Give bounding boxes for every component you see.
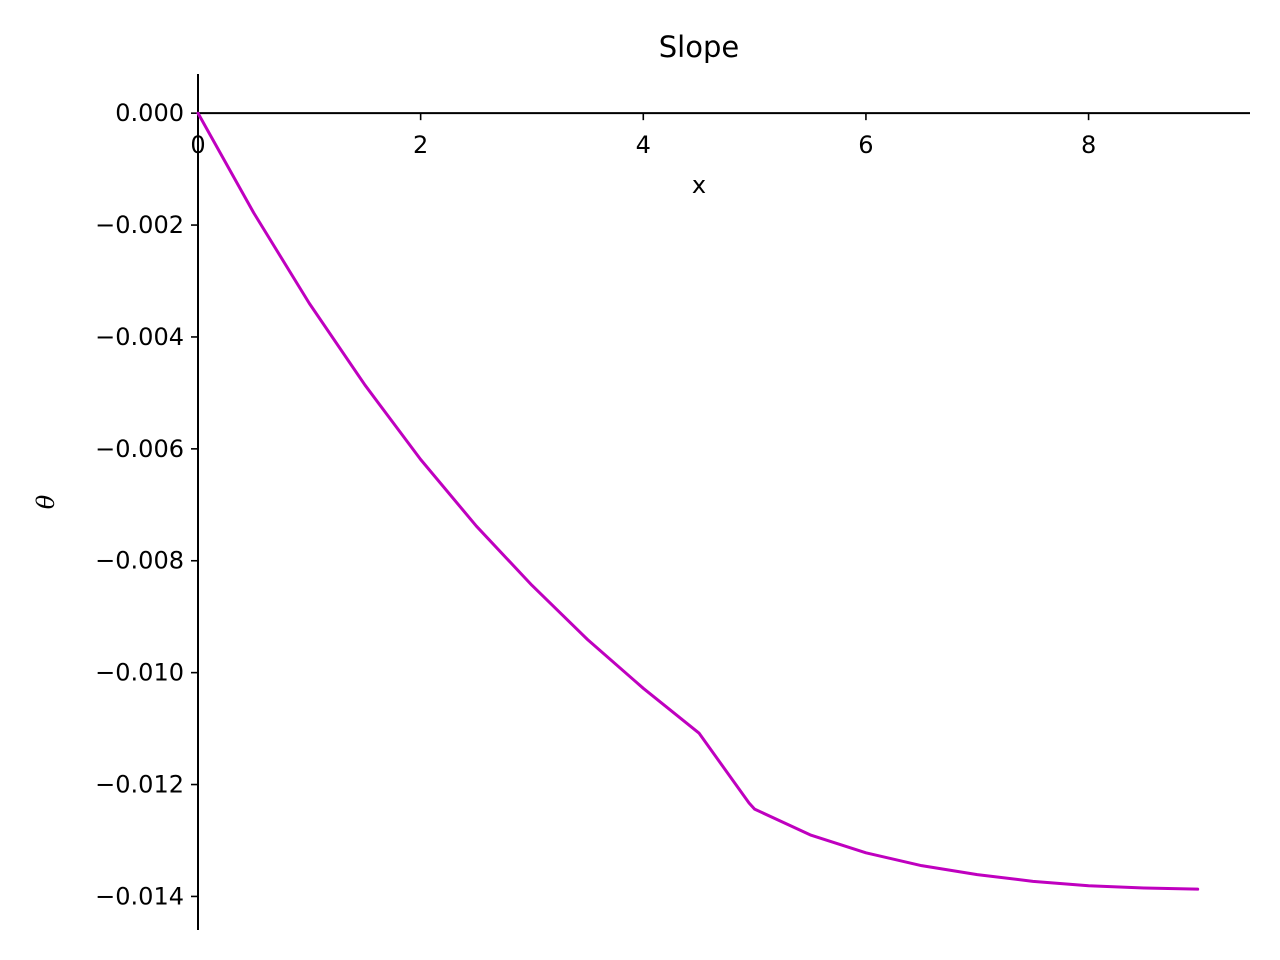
y-tick-label: −0.004 [95, 323, 184, 351]
y-tick-label: −0.014 [95, 882, 184, 910]
x-tick-label: 4 [636, 131, 651, 159]
x-tick-label: 2 [413, 131, 428, 159]
chart-title: Slope [659, 30, 739, 64]
y-tick-label: −0.002 [95, 211, 184, 239]
y-tick-label: 0.000 [115, 99, 184, 127]
y-tick-label: −0.012 [95, 771, 184, 799]
slope-series-line [196, 111, 1200, 891]
x-tick-label: 0 [190, 131, 205, 159]
y-tick-label: −0.006 [95, 435, 184, 463]
y-tick-label: −0.010 [95, 659, 184, 687]
y-axis-label: θ [32, 494, 60, 509]
x-tick-label: 6 [858, 131, 873, 159]
y-tick-label: −0.008 [95, 547, 184, 575]
series-layer [196, 111, 1200, 891]
axes: 0 2 4 6 8 0.000 −0.002 −0.004 −0.006 −0.008 −0.010… [95, 74, 1250, 930]
x-axis-label: x [692, 171, 706, 199]
x-tick-label: 8 [1081, 131, 1096, 159]
